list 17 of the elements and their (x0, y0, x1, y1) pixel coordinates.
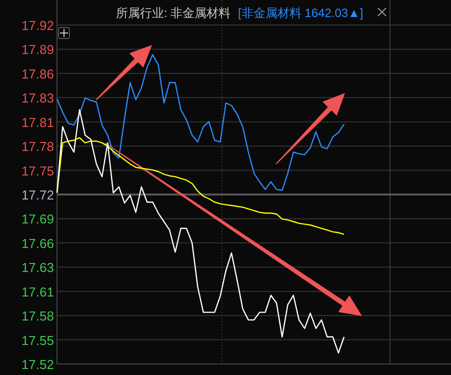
y-tick-label: 17.72 (21, 188, 54, 202)
y-tick-label: 17.61 (21, 284, 54, 300)
y-tick-label: 17.83 (21, 90, 54, 106)
y-tick-label: 17.66 (21, 236, 54, 251)
y-tick-label: 17.69 (21, 212, 54, 227)
y-tick-label: 17.86 (21, 66, 54, 82)
y-tick-label: 17.58 (21, 308, 54, 324)
y-tick-label: 17.55 (21, 332, 54, 348)
y-tick-label: 17.92 (21, 18, 54, 33)
chart-subtitle: [非金属材料 1642.03▲] (238, 6, 364, 20)
y-tick-label: 17.78 (21, 139, 54, 154)
y-tick-label: 17.63 (21, 260, 54, 276)
chart-title: 所属行业: 非金属材料 (116, 6, 231, 20)
y-tick-label: 17.81 (21, 114, 54, 130)
y-tick-label: 17.89 (21, 42, 54, 58)
y-tick-label: 17.75 (21, 163, 54, 178)
y-tick-label: 17.52 (21, 357, 54, 372)
